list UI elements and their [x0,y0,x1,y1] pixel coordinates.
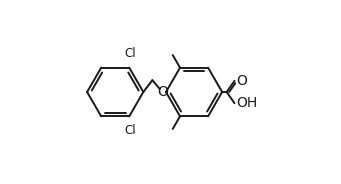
Text: Cl: Cl [124,124,136,137]
Text: O: O [236,73,247,88]
Text: O: O [157,85,168,99]
Text: Cl: Cl [124,47,136,60]
Text: OH: OH [236,96,257,111]
